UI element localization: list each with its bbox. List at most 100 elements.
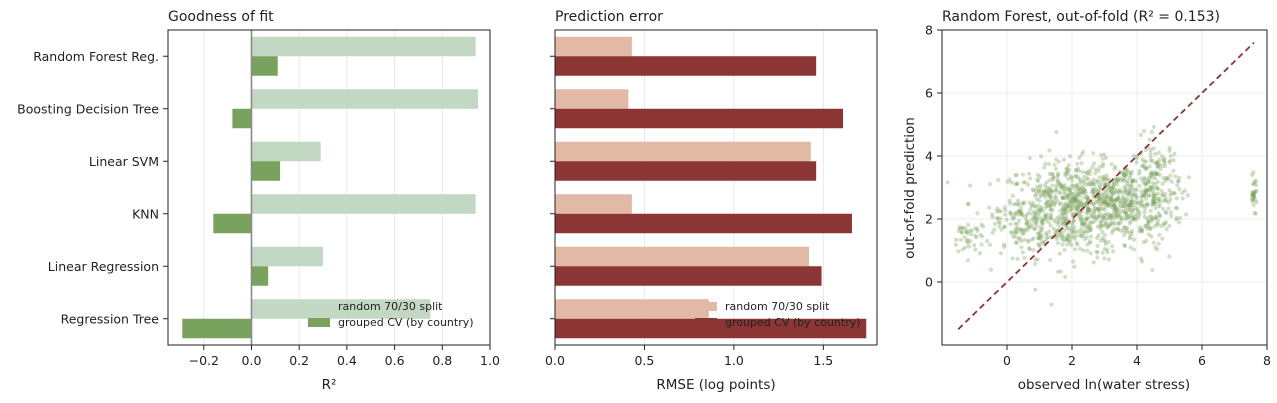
scatter-point [1143, 223, 1148, 228]
scatter-point [1033, 211, 1039, 217]
scatter-point [1254, 182, 1259, 187]
scatter-point [1068, 190, 1073, 195]
scatter-point [1144, 188, 1149, 193]
scatter-point [1069, 197, 1074, 202]
scatter-point [1081, 180, 1086, 185]
scatter-point [1033, 204, 1038, 209]
p2-bar-random [555, 141, 811, 162]
scatter-point [1048, 203, 1054, 208]
scatter-point [1155, 164, 1160, 170]
scatter-point [1043, 213, 1048, 218]
scatter-point [1062, 189, 1067, 195]
scatter-point [1055, 174, 1060, 179]
scatter-point [1114, 197, 1119, 202]
p1-bar-grouped [251, 161, 281, 181]
scatter-point [1150, 180, 1156, 186]
scatter-point [1083, 225, 1088, 230]
scatter-point [1037, 185, 1042, 190]
scatter-point [1063, 186, 1069, 192]
scatter-point [1100, 223, 1105, 229]
scatter-point [1095, 189, 1100, 194]
scatter-point [1100, 206, 1105, 211]
scatter-point [1110, 191, 1116, 196]
scatter-point [990, 215, 995, 220]
scatter-point [1026, 171, 1032, 176]
scatter-point [1250, 190, 1255, 195]
scatter-point [1129, 169, 1135, 174]
p2-bar-grouped [555, 318, 867, 339]
scatter-point [1138, 176, 1144, 181]
scatter-point [1117, 176, 1122, 181]
scatter-point [1111, 191, 1116, 196]
goodness-of-fit-panel: Goodness of fit −0.2 0.0 0.2 0.4 0.6 0.8 1.0 R… [17, 9, 500, 393]
scatter-point [1109, 230, 1115, 235]
scatter-point [1086, 229, 1091, 234]
scatter-point [1153, 193, 1158, 198]
scatter-point [959, 230, 965, 235]
scatter-point [1087, 225, 1092, 230]
scatter-point [1035, 257, 1040, 262]
scatter-point [1186, 175, 1192, 180]
scatter-point [1039, 154, 1044, 159]
scatter-point [1149, 170, 1154, 175]
scatter-point [969, 232, 974, 237]
scatter-point [1020, 201, 1025, 206]
scatter-point [1130, 208, 1136, 213]
scatter-point [1125, 203, 1130, 208]
scatter-point [1082, 229, 1087, 234]
scatter-point [1109, 193, 1115, 198]
category-label: Linear SVM [89, 154, 159, 169]
scatter-point [1064, 211, 1069, 216]
scatter-point [1252, 189, 1257, 195]
scatter-point [1066, 233, 1072, 238]
scatter-point [1162, 159, 1167, 164]
scatter-point [1079, 201, 1084, 206]
scatter-point [1123, 215, 1128, 220]
scatter-point [1082, 221, 1087, 226]
scatter-point [1171, 158, 1176, 163]
scatter-point [1015, 226, 1020, 231]
scatter-point [1097, 201, 1102, 206]
scatter-point [1060, 233, 1065, 238]
scatter-point [1078, 185, 1084, 190]
scatter-point [1089, 182, 1094, 187]
scatter-point [1063, 173, 1068, 178]
scatter-point [1168, 192, 1173, 198]
scatter-point [1109, 189, 1114, 194]
scatter-point [1146, 219, 1151, 224]
scatter-point [1039, 218, 1044, 223]
scatter-point [1042, 188, 1047, 193]
scatter-xtick-label: 6 [1198, 353, 1206, 368]
scatter-point [1182, 188, 1187, 193]
scatter-point [1167, 254, 1172, 259]
scatter-point [1157, 213, 1163, 218]
scatter-point [1090, 214, 1095, 219]
scatter-point [996, 177, 1001, 183]
scatter-point [1161, 176, 1166, 181]
scatter-point [1120, 196, 1125, 201]
scatter-point [1073, 195, 1078, 200]
scatter-point [1161, 221, 1166, 226]
scatter-point [1156, 150, 1161, 155]
scatter-point [1130, 207, 1136, 212]
scatter-point [1023, 180, 1028, 185]
scatter-point [1116, 210, 1121, 216]
scatter-point [1100, 192, 1105, 198]
scatter-point [1139, 189, 1144, 194]
scatter-point [1048, 216, 1053, 221]
scatter-point [1096, 196, 1101, 201]
p2-bar-grouped [555, 213, 852, 234]
scatter-point [1143, 223, 1149, 229]
scatter-point [1016, 236, 1021, 242]
scatter-point [1088, 251, 1093, 256]
scatter-point [1056, 159, 1061, 164]
scatter-point [1034, 184, 1039, 190]
scatter-point [1068, 236, 1073, 241]
scatter-point [1025, 227, 1031, 232]
scatter-point [1128, 245, 1133, 250]
scatter-point [1111, 209, 1117, 214]
scatter-point [1037, 174, 1042, 179]
scatter-point [1133, 206, 1138, 211]
scatter-point [1146, 193, 1151, 198]
scatter-point [1154, 160, 1159, 166]
